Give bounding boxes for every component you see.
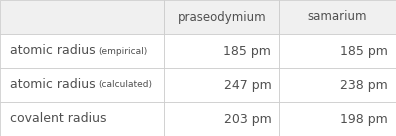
Text: (calculated): (calculated) xyxy=(99,81,153,89)
Bar xyxy=(279,34,396,68)
Text: praseodymium: praseodymium xyxy=(177,10,266,24)
Bar xyxy=(164,0,279,34)
Text: 238 pm: 238 pm xyxy=(340,78,388,92)
Bar xyxy=(279,68,396,102)
Bar xyxy=(0,0,164,34)
Text: atomic radius: atomic radius xyxy=(10,78,95,92)
Bar xyxy=(164,34,279,68)
Text: 203 pm: 203 pm xyxy=(223,112,271,126)
Bar xyxy=(279,0,396,34)
Text: (empirical): (empirical) xyxy=(99,47,148,55)
Text: samarium: samarium xyxy=(308,10,367,24)
Bar xyxy=(164,68,279,102)
Bar xyxy=(0,68,164,102)
Bar xyxy=(279,102,396,136)
Bar xyxy=(164,102,279,136)
Text: atomic radius: atomic radius xyxy=(10,44,95,58)
Text: covalent radius: covalent radius xyxy=(10,112,107,126)
Text: 185 pm: 185 pm xyxy=(223,44,271,58)
Text: 247 pm: 247 pm xyxy=(223,78,271,92)
Text: 185 pm: 185 pm xyxy=(340,44,388,58)
Text: 198 pm: 198 pm xyxy=(340,112,388,126)
Bar xyxy=(0,34,164,68)
Bar xyxy=(0,102,164,136)
